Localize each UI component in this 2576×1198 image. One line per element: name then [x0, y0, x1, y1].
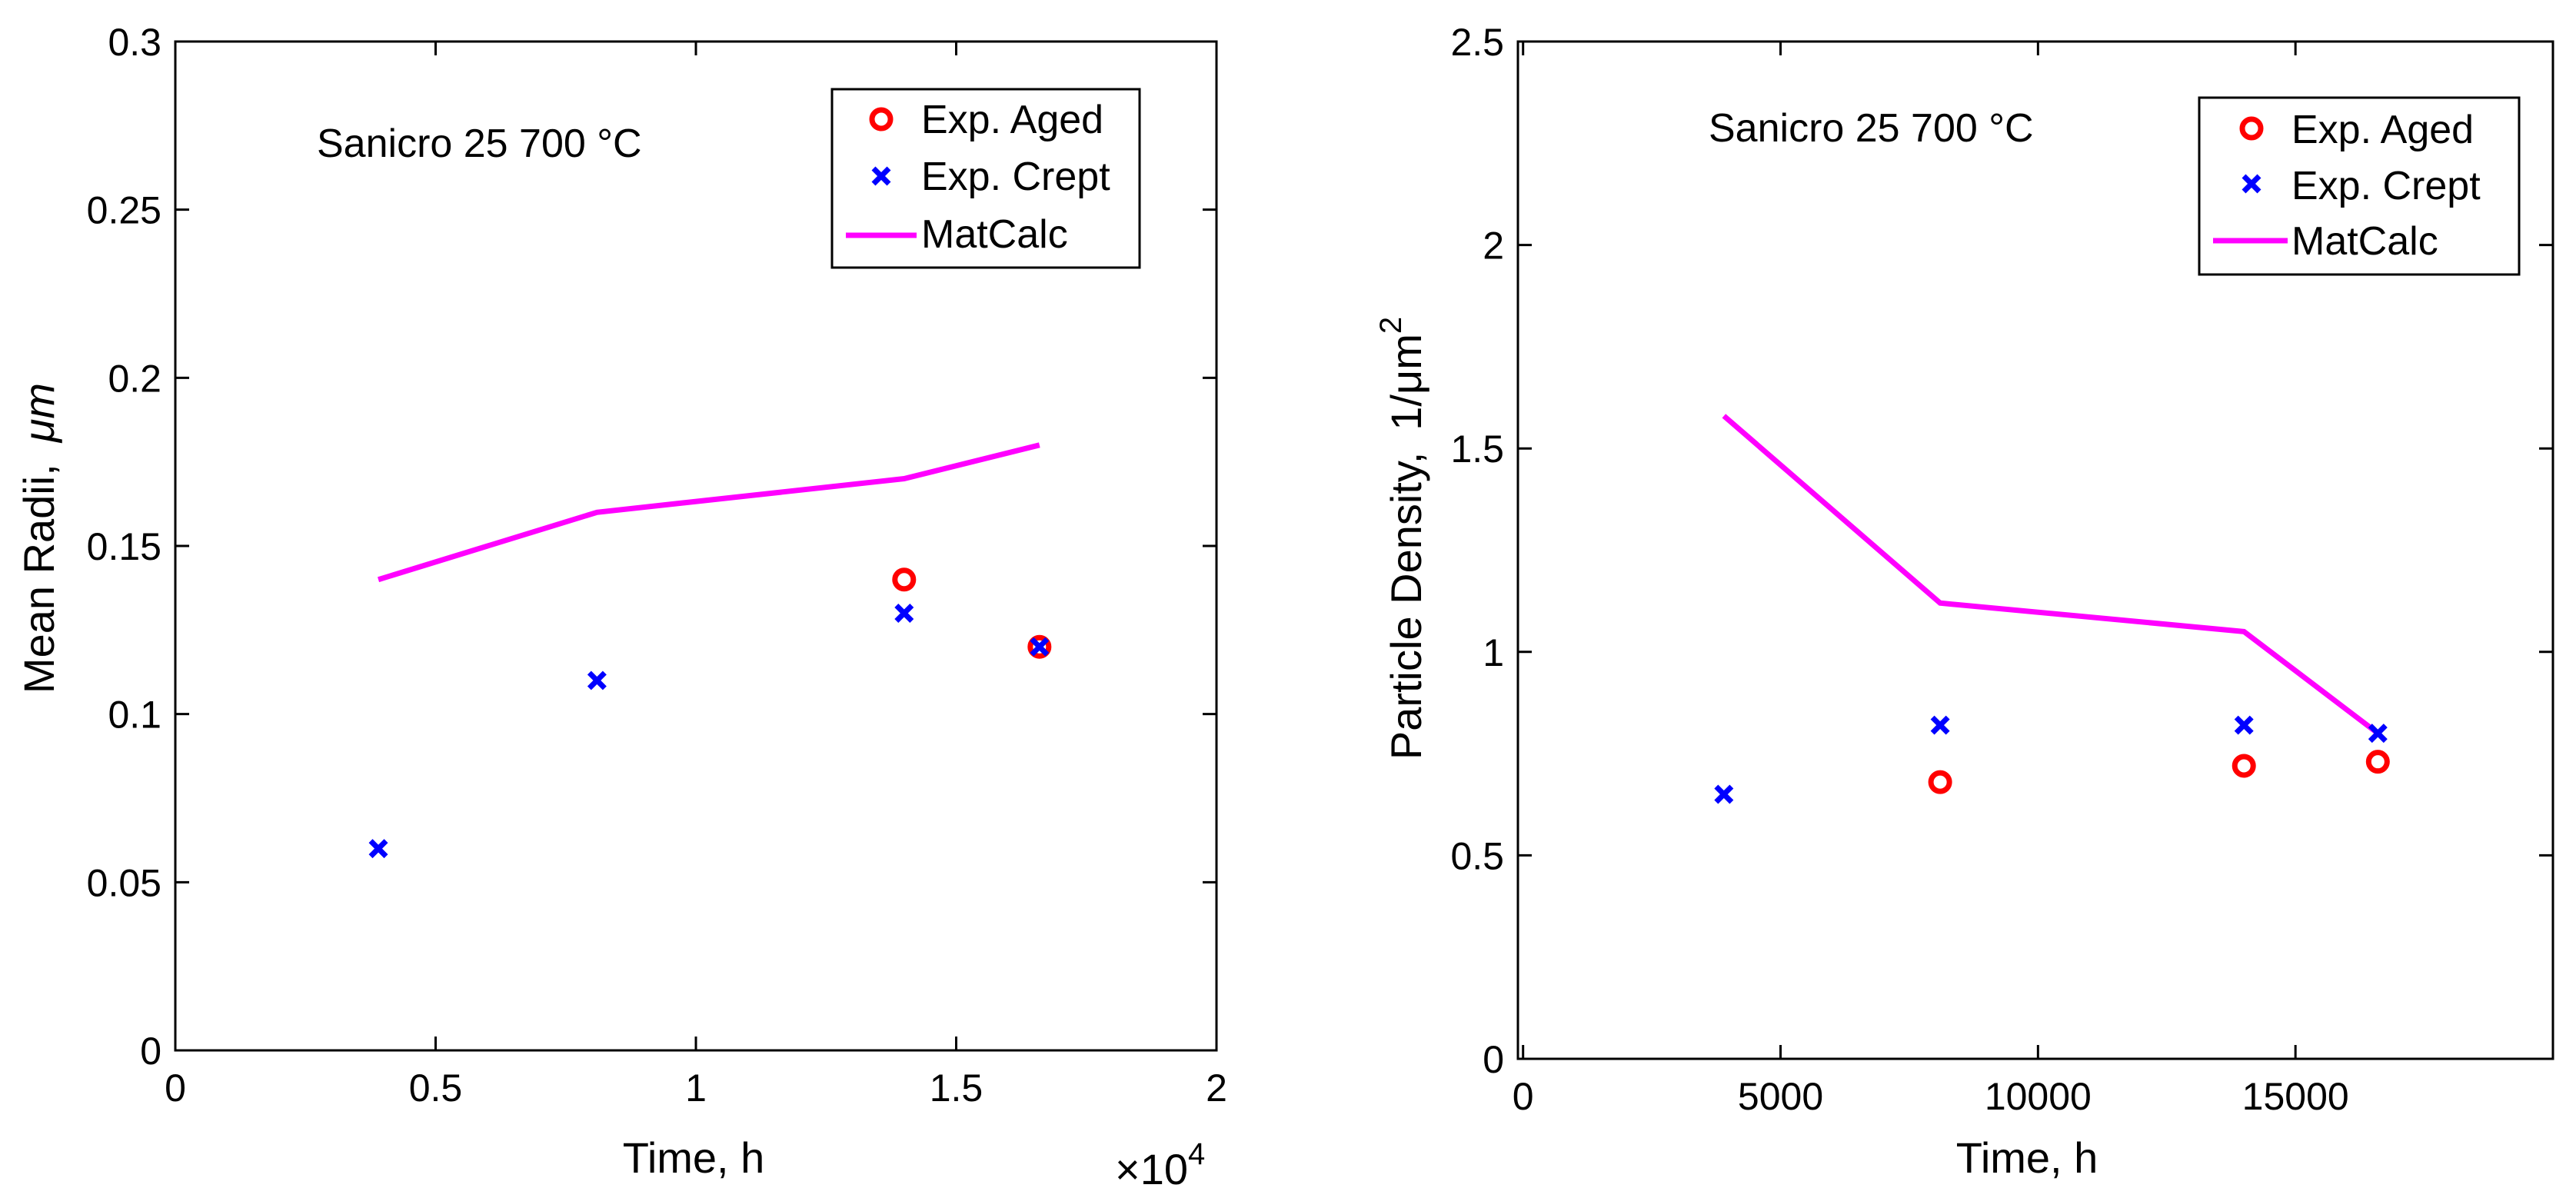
chart-1-legend-crept-marker — [871, 166, 891, 186]
chart-2-exp-crept-point — [2234, 715, 2254, 735]
chart-1-exp-aged-point — [892, 567, 917, 592]
chart-2-exp-aged-point — [2365, 750, 2390, 774]
chart-2-x-tick-label: 10000 — [1985, 1075, 2092, 1118]
chart-1-y-tick-label: 0.3 — [108, 21, 161, 64]
chart-2-matcalc-line-layer — [1722, 414, 2380, 736]
chart-1-annotation: Sanicro 25 700 °C — [317, 121, 642, 166]
chart-1-marker-layer — [368, 567, 1052, 859]
chart-1-x-tick-label: 2 — [1206, 1067, 1227, 1110]
chart-2-ticks: 0 5000 10000 15000 0 0.5 1 1.5 2 2.5 — [1450, 21, 2553, 1118]
chart-1-exp-crept-point — [368, 839, 388, 859]
chart-1-y-tick-label: 0.2 — [108, 357, 161, 400]
chart-2-annotation: Sanicro 25 700 °C — [1709, 106, 2034, 151]
chart-2-legend-crept-label: Exp. Crept — [2291, 164, 2481, 208]
chart-1-x-tick-label: 1 — [685, 1067, 707, 1110]
chart-2-legend-aged-marker — [2239, 116, 2264, 141]
chart-2-exp-crept-point — [1714, 784, 1734, 804]
chart-1-x-tick-label: 1.5 — [930, 1067, 983, 1110]
chart-2-exp-crept-point — [1930, 715, 1950, 735]
chart-2-y-tick-label: 1 — [1483, 631, 1504, 674]
chart-2-marker-layer — [1714, 715, 2390, 804]
chart-2-x-tick-label: 5000 — [1738, 1075, 1823, 1118]
chart-2-plot-frame — [1516, 40, 2554, 1060]
chart-1-y-tick-label: 0.15 — [87, 525, 161, 568]
chart-2-y-tick-label: 0.5 — [1450, 834, 1504, 877]
chart-2-y-tick-label: 2 — [1483, 225, 1504, 268]
chart-1-exp-crept-point — [1030, 637, 1050, 657]
chart-1-matcalc-line-layer — [378, 442, 1040, 583]
chart-1-y-axis-label: Mean Radii,μm — [15, 383, 63, 694]
chart-2-exp-aged-point — [2232, 754, 2256, 778]
chart-2-y-tick-label: 1.5 — [1450, 428, 1504, 471]
particle-density-chart: 0 5000 10000 15000 0 0.5 1 1.5 2 2.5 Sanicro 25 7… — [1374, 21, 2554, 1182]
chart-1-legend-crept-label: Exp. Crept — [921, 155, 1110, 199]
chart-2-x-tick-label: 15000 — [2242, 1075, 2349, 1118]
chart-2-exp-crept-point — [2368, 724, 2388, 744]
chart-2-y-tick-label: 0 — [1483, 1038, 1504, 1081]
chart-2-legend-matcalc-label: MatCalc — [2291, 219, 2438, 264]
chart-1-x-multiplier: ×104 — [1115, 1137, 1205, 1193]
chart-1-y-tick-label: 0.25 — [87, 189, 161, 232]
chart-2-x-axis-label: Time, h — [1956, 1133, 2098, 1182]
chart-2-legend: Exp. Aged Exp. Crept MatCalc — [2198, 96, 2521, 276]
chart-2-legend-crept-marker — [2242, 174, 2261, 194]
chart-1-matcalc-line — [378, 442, 1040, 583]
chart-1-exp-crept-point — [587, 671, 607, 691]
chart-1-legend-matcalc-label: MatCalc — [921, 212, 1068, 257]
chart-2-y-tick-label: 2.5 — [1450, 21, 1504, 64]
chart-2-matcalc-line — [1722, 414, 2380, 736]
chart-1-ticks: 0 0.5 1 1.5 2 0 0.05 0.1 0.15 0.2 0.25 0.3 — [87, 21, 1227, 1110]
chart-1-legend-aged-label: Exp. Aged — [921, 98, 1103, 142]
chart-1-exp-crept-point — [894, 603, 914, 623]
chart-1-y-tick-label: 0 — [140, 1030, 161, 1073]
chart-1-x-axis-label: Time, h — [623, 1133, 765, 1182]
chart-2-legend-aged-label: Exp. Aged — [2291, 108, 2474, 152]
mean-radii-chart: 0 0.5 1 1.5 2 0 0.05 0.1 0.15 0.2 0.25 0.3 Sanicro … — [15, 21, 1227, 1193]
chart-1-x-tick-label: 0 — [165, 1067, 186, 1110]
chart-2-y-axis-label: Particle Density,1/μm2 — [1374, 317, 1430, 760]
chart-1-plot-frame — [174, 40, 1218, 1052]
chart-2-x-tick-label: 0 — [1513, 1075, 1534, 1118]
chart-1-y-tick-label: 0.1 — [108, 694, 161, 737]
chart-1-x-tick-label: 0.5 — [409, 1067, 463, 1110]
chart-1-legend: Exp. Aged Exp. Crept MatCalc — [830, 88, 1141, 269]
chart-1-legend-aged-marker — [869, 107, 894, 131]
chart-1-y-tick-label: 0.05 — [87, 861, 161, 904]
chart-1-exp-aged-point — [1027, 634, 1052, 659]
chart-2-exp-aged-point — [1928, 770, 1952, 794]
